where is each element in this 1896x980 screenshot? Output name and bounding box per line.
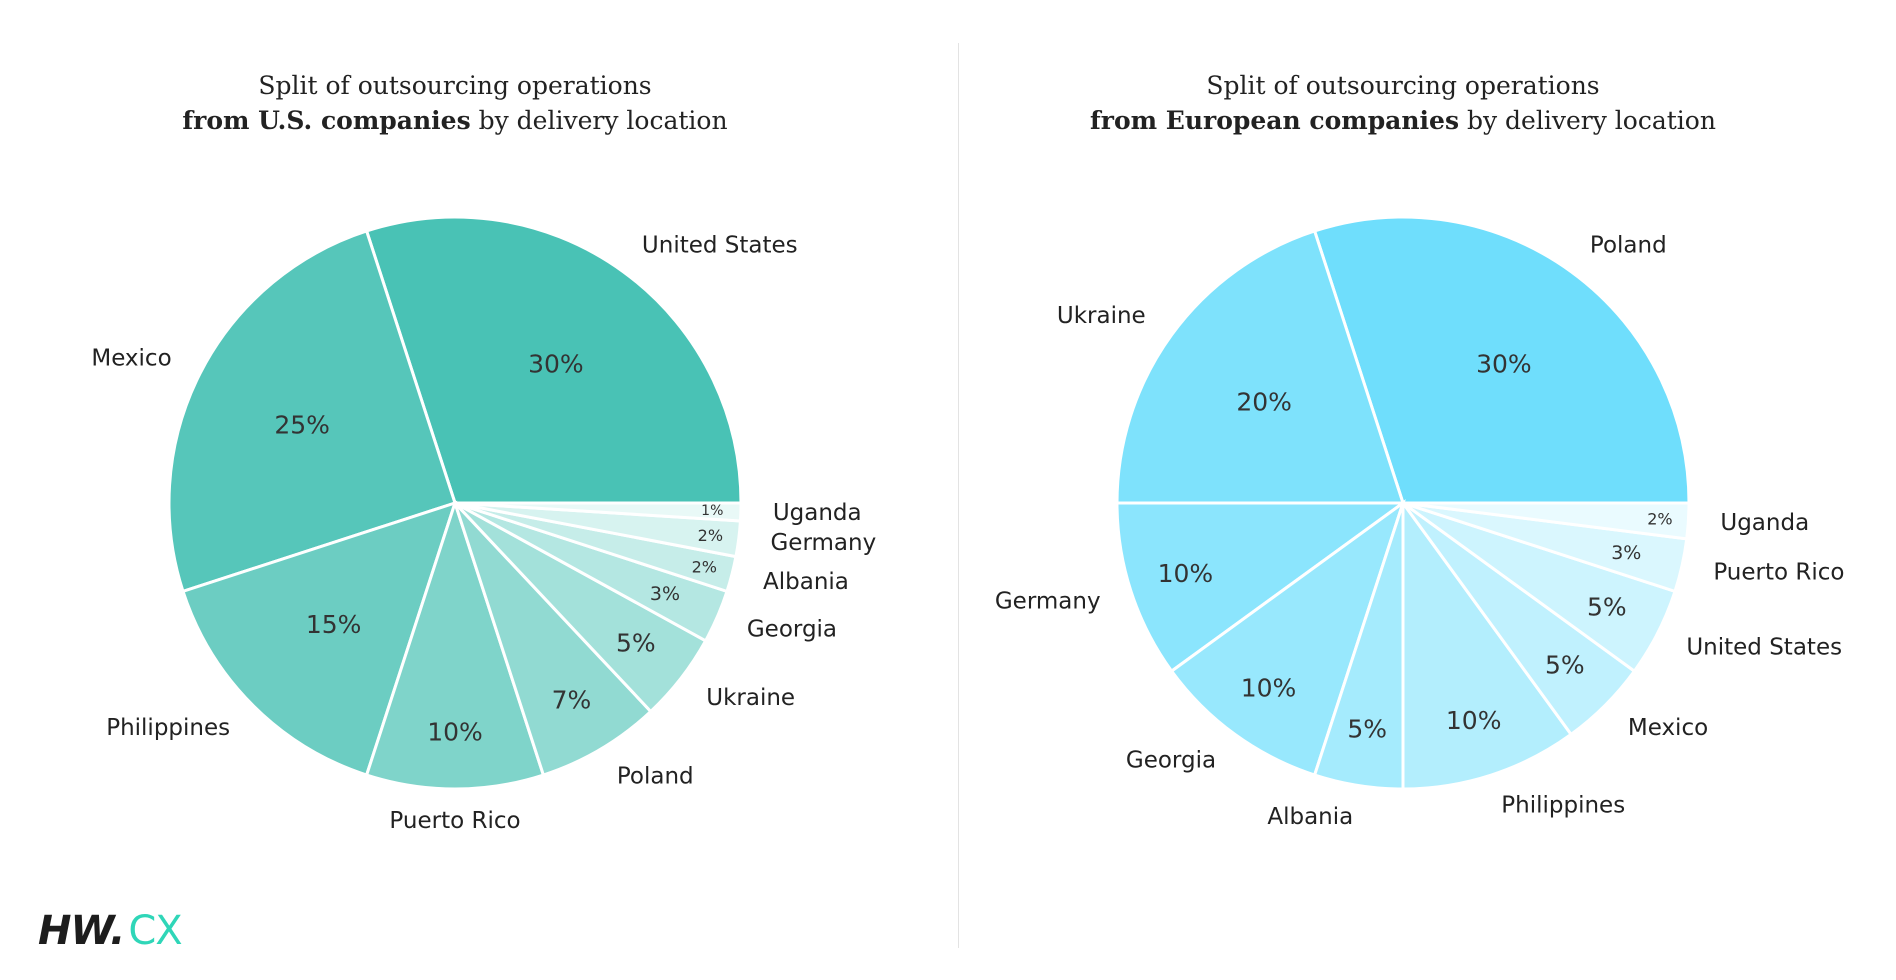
us-chart-title: Split of outsourcing operations from U.S…: [5, 68, 905, 138]
category-label: Poland: [1590, 233, 1667, 259]
category-label: Georgia: [747, 616, 837, 642]
category-label: Mexico: [91, 346, 171, 372]
title-rest: by delivery location: [470, 106, 728, 135]
title-bold: from U.S. companies: [182, 106, 471, 135]
title-line1: Split of outsourcing operations: [258, 71, 652, 100]
logo-hw: HW.: [38, 908, 125, 954]
category-label: United States: [1686, 634, 1842, 660]
category-label: Germany: [995, 588, 1101, 614]
title-line2: from U.S. companies by delivery location: [5, 103, 905, 138]
value-label: 5%: [1587, 592, 1627, 621]
category-label: Puerto Rico: [1713, 559, 1844, 585]
value-label: 7%: [552, 685, 592, 714]
slice-united-states: [364, 215, 743, 505]
slice-germany: [1115, 501, 1408, 674]
value-label: 10%: [427, 717, 483, 746]
value-label: 5%: [616, 629, 656, 658]
logo-cx: CX: [128, 908, 182, 954]
category-label: Albania: [763, 569, 849, 595]
category-label: Georgia: [1126, 747, 1216, 773]
category-label: Uganda: [773, 500, 862, 526]
value-label: 10%: [1158, 559, 1214, 588]
logo: HW. CX: [38, 908, 183, 954]
title-rest: by delivery location: [1459, 106, 1716, 135]
slice-georgia: [1169, 499, 1406, 777]
value-label: 30%: [528, 350, 584, 379]
divider: [958, 43, 959, 948]
category-label: Mexico: [1628, 715, 1708, 741]
category-label: Philippines: [1501, 792, 1625, 818]
category-label: Ukraine: [706, 685, 795, 711]
pie-0: 30% United States 25% Mexico 15% Philippines 1…: [91, 215, 876, 834]
slice-ukraine: [1115, 229, 1406, 505]
value-label: 10%: [1446, 706, 1502, 735]
value-label: 20%: [1236, 388, 1292, 417]
value-label: 15%: [306, 610, 362, 639]
slice-puerto-rico: [364, 498, 546, 791]
value-label: 2%: [1647, 510, 1672, 529]
category-label: Uganda: [1720, 510, 1809, 536]
category-label: Ukraine: [1057, 303, 1146, 329]
europe-chart-title: Split of outsourcing operations from Eur…: [953, 68, 1853, 138]
category-label: Albania: [1267, 804, 1353, 830]
category-label: United States: [642, 233, 798, 259]
category-label: Germany: [770, 530, 876, 556]
slice-mexico: [167, 229, 457, 594]
value-label: 5%: [1545, 650, 1585, 679]
value-label: 5%: [1347, 714, 1387, 743]
category-label: Puerto Rico: [389, 808, 520, 834]
value-label: 2%: [692, 558, 717, 577]
title-line2: from European companies by delivery loca…: [953, 103, 1853, 138]
title-line1: Split of outsourcing operations: [1206, 71, 1600, 100]
value-label: 2%: [698, 526, 723, 545]
title-bold: from European companies: [1090, 106, 1460, 135]
value-label: 1%: [701, 503, 723, 519]
slice-uganda: [1402, 501, 1691, 541]
value-label: 30%: [1476, 350, 1532, 379]
slice-philippines: [1401, 498, 1574, 791]
category-label: Philippines: [106, 715, 230, 741]
value-label: 25%: [274, 411, 330, 440]
slice-uganda: [454, 501, 743, 523]
slice-poland: [1312, 215, 1691, 505]
value-label: 3%: [1611, 542, 1641, 564]
value-label: 10%: [1241, 674, 1297, 703]
slice-philippines: [181, 500, 458, 777]
category-label: Poland: [617, 764, 694, 790]
value-label: 3%: [650, 583, 680, 605]
pie-1: 30% Poland 20% Ukraine 10% Germany 10% Georgia 5…: [995, 215, 1844, 830]
slice-poland: [453, 501, 653, 777]
